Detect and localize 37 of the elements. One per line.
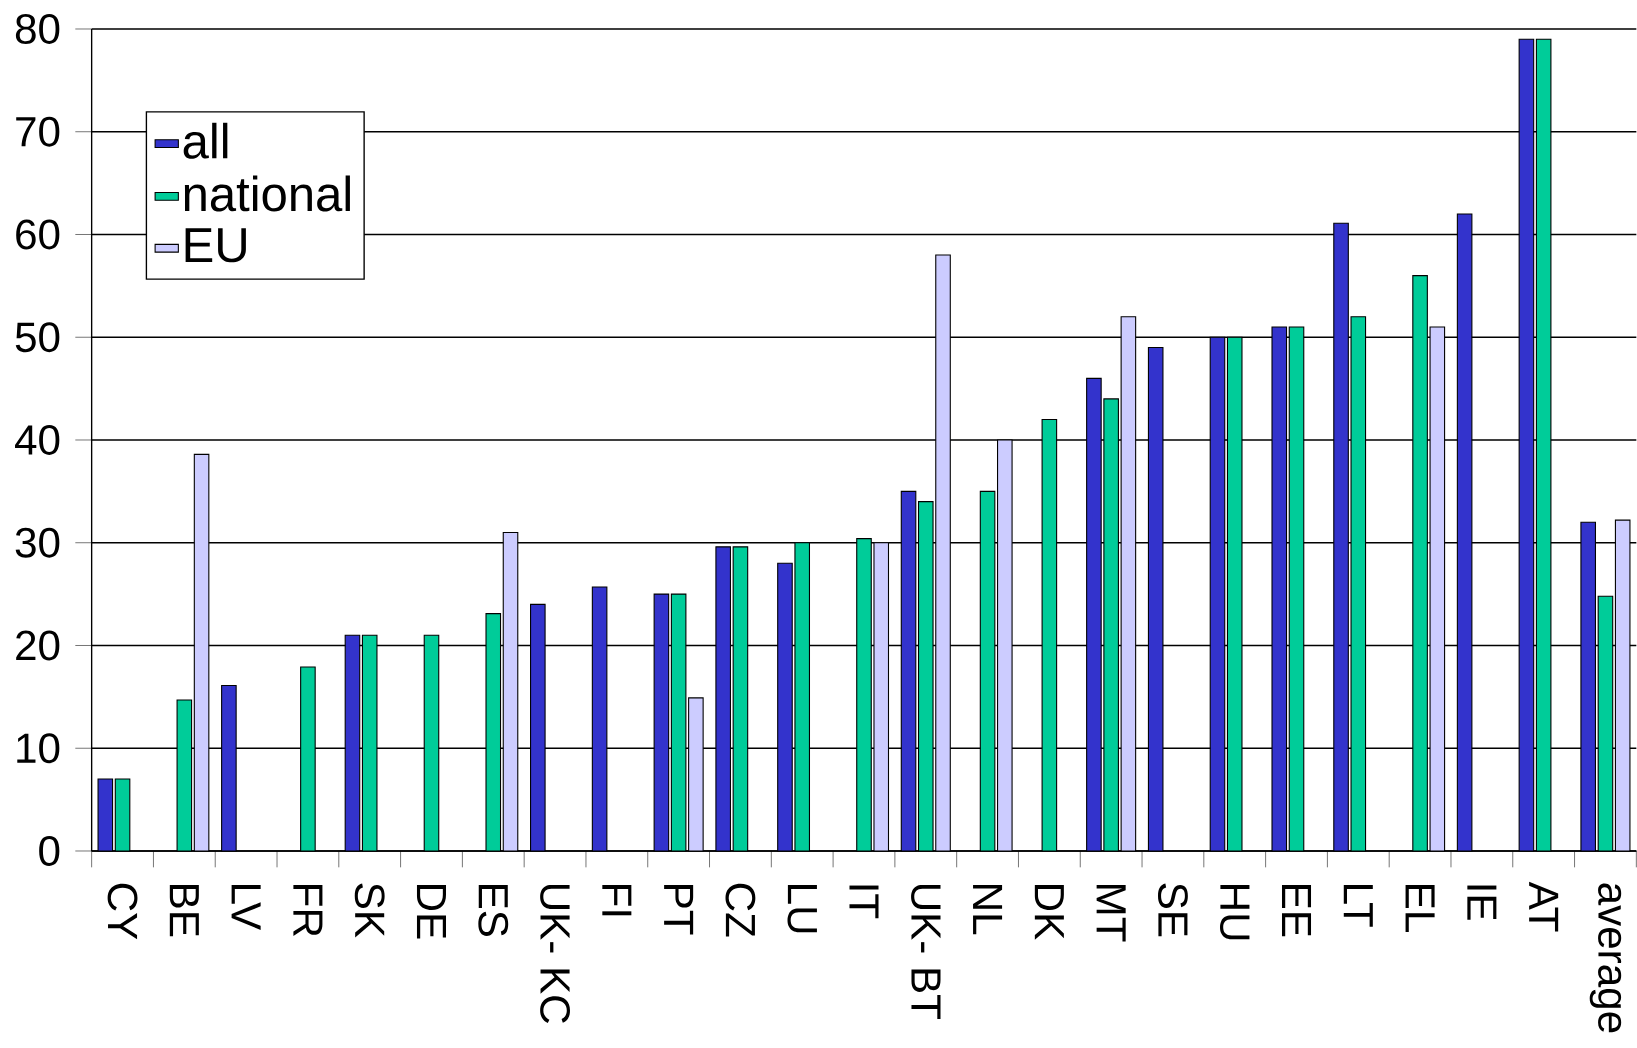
x-tick-label: SK	[354, 883, 385, 938]
legend-label: EU	[185, 228, 246, 263]
x-tick-label: EE	[1281, 885, 1312, 937]
x-tick-label: CZ	[725, 883, 756, 937]
y-tick-label: 70	[16, 116, 60, 147]
x-tick-label: LU	[787, 885, 817, 933]
y-tick-label: 10	[17, 733, 60, 764]
x-tick-label: BE	[169, 885, 199, 937]
y-tick-label: 40	[15, 424, 60, 455]
y-tick-label: 60	[16, 219, 60, 250]
x-tick-label: NL	[973, 885, 1003, 935]
x-tick-label: UK- BT	[911, 884, 941, 1019]
x-tick-label: ES	[478, 885, 509, 936]
y-tick-label: 30	[15, 527, 60, 558]
y-tick-label: 0	[39, 835, 60, 866]
x-tick-label: PT	[664, 885, 694, 935]
x-tick-label: FI	[602, 885, 632, 916]
x-tick-label: average	[1589, 883, 1622, 1033]
x-tick-label: IE	[1467, 885, 1497, 920]
x-tick-label: EL	[1405, 885, 1435, 932]
x-tick-label: CY	[107, 883, 138, 940]
x-tick-label: DK	[1034, 885, 1064, 940]
legend-label: national	[184, 175, 350, 212]
x-tick-label: IT	[849, 885, 879, 919]
x-tick-label: AT	[1529, 881, 1559, 932]
x-tick-label: DE	[416, 885, 446, 939]
y-tick-label: 20	[16, 630, 60, 661]
legend-label: all	[183, 122, 228, 159]
y-tick-label: 50	[15, 322, 60, 353]
x-tick-label: LT	[1343, 885, 1373, 927]
x-tick-label: HU	[1220, 885, 1250, 940]
x-tick-label: MT	[1096, 885, 1126, 942]
y-tick-label: 80	[15, 13, 60, 44]
x-tick-label: SE	[1158, 883, 1188, 937]
x-tick-label: LV	[231, 885, 261, 930]
x-tick-label: FR	[293, 885, 323, 936]
x-tick-label: UK- KC	[540, 884, 570, 1023]
